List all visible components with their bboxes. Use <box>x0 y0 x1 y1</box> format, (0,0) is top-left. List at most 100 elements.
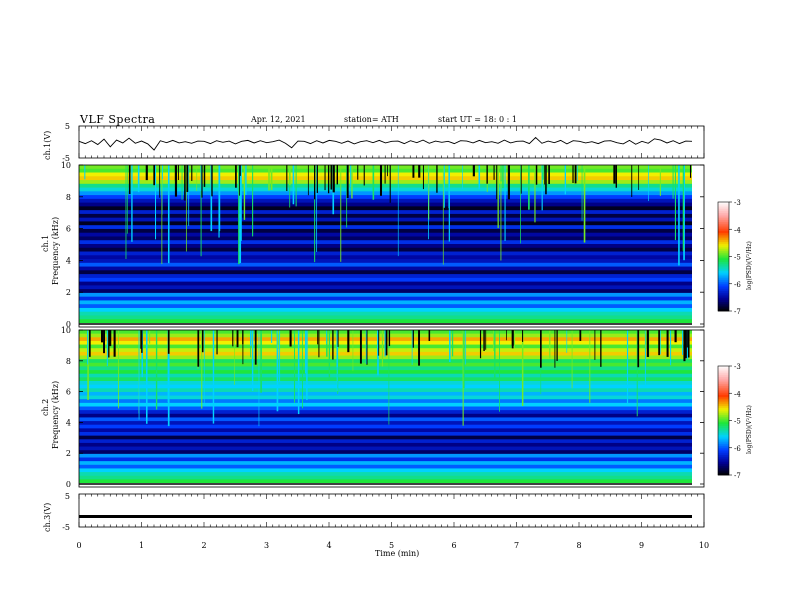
spec1-burst <box>564 165 566 195</box>
cb2-swatch <box>718 396 729 400</box>
spec2-ytick-label: 2 <box>66 449 71 458</box>
cb2-swatch <box>718 413 729 416</box>
spec2-burst <box>326 330 327 344</box>
spec1-burst <box>289 165 291 186</box>
cb1-swatch <box>718 285 729 288</box>
cb1-swatch <box>718 281 729 285</box>
spec2-burst <box>465 330 467 365</box>
spec2-dark-burst <box>579 330 582 341</box>
cb2-swatch <box>718 402 729 405</box>
spec1-dark-burst <box>613 165 616 184</box>
cb1-swatch <box>718 287 729 290</box>
spec1-dark-burst <box>327 165 330 194</box>
cb1-swatch <box>718 236 729 239</box>
spec1-dark-burst <box>316 165 318 193</box>
spec1-dark-burst <box>615 165 618 188</box>
cb2-swatch <box>718 405 729 409</box>
cb1-swatch <box>718 289 729 292</box>
spec1-dark-burst <box>174 165 178 197</box>
cb2-swatch <box>718 425 729 429</box>
cb1-swatch <box>718 298 729 301</box>
spec1-burst <box>292 165 295 205</box>
spec2-band <box>79 402 692 407</box>
cb1-swatch <box>718 216 729 219</box>
spec1-band <box>79 244 692 249</box>
spec1-dark-burst <box>324 165 326 191</box>
spec1-burst <box>238 165 240 265</box>
cb2-swatch <box>718 458 729 461</box>
cb1-swatch <box>718 274 729 277</box>
spec1-band <box>79 198 692 204</box>
spec1-burst <box>500 165 502 182</box>
spec2-band <box>79 417 692 422</box>
spec2-dark-burst <box>646 330 649 357</box>
spec2-band <box>79 413 692 418</box>
spec1-burst <box>188 165 190 227</box>
spec1-dark-burst <box>389 165 391 203</box>
spec1-ytick-label: 6 <box>66 225 71 234</box>
spec1-dark-burst <box>186 165 189 193</box>
cb2-swatch <box>718 473 729 476</box>
spec1-burst <box>448 165 450 242</box>
spec2-dark-burst <box>108 330 110 358</box>
spec1-burst <box>125 165 127 259</box>
spec1-burst <box>270 165 273 190</box>
cb1-tick-label: -7 <box>734 308 741 316</box>
station-label: station= ATH <box>344 115 399 124</box>
spec1-ytick-label: 8 <box>66 193 71 202</box>
spec2-band <box>79 373 692 378</box>
spec2-band <box>79 406 692 411</box>
spec2-burst <box>250 330 252 346</box>
cb2-swatch <box>718 376 729 380</box>
spec1-dark-burst <box>211 165 213 197</box>
cb1-swatch <box>718 211 729 214</box>
cb2-swatch <box>718 460 729 463</box>
spec2-burst <box>336 330 338 392</box>
spec2-burst <box>411 330 413 365</box>
spec1-band <box>79 228 692 234</box>
spec1-dark-burst <box>346 165 349 198</box>
spec2-band <box>79 428 692 433</box>
spec1-burst <box>219 165 221 232</box>
spec2-dark-burst <box>428 330 431 341</box>
cb1-swatch <box>718 307 729 310</box>
cb2-tick-label: -6 <box>734 445 741 453</box>
cb1-swatch <box>718 241 729 245</box>
cb1-swatch <box>718 251 729 254</box>
spec2-burst <box>328 330 331 378</box>
spec1-burst <box>295 165 297 207</box>
spec2-burst <box>155 330 158 410</box>
spec2-burst <box>271 330 273 343</box>
ch1-trace <box>78 136 693 151</box>
spec2-dark-burst <box>385 330 388 356</box>
spec2-burst <box>521 330 524 406</box>
spec2-band <box>79 362 692 367</box>
ch2-spectrogram-panel: 0 2 4 6 8 10 <box>61 326 705 489</box>
spec1-band <box>79 217 692 222</box>
spec2-band <box>79 453 692 458</box>
spec2-band <box>79 395 692 400</box>
spec2-burst <box>203 330 205 406</box>
spec1-burst <box>340 165 342 262</box>
cb2-swatch <box>718 465 729 469</box>
spec1-burst <box>84 165 86 180</box>
spec2-burst <box>377 330 379 376</box>
ch3-ytick: 5 <box>65 492 70 501</box>
spec2-dark-burst <box>666 330 669 357</box>
spec2-ytick-label: 10 <box>61 326 71 335</box>
spec1-band <box>79 232 692 237</box>
spec1-band <box>79 183 692 188</box>
spec1-dark-burst <box>486 165 488 184</box>
spec2-band <box>79 439 692 444</box>
spec2-dark-burst <box>506 330 507 341</box>
cb2-swatch <box>718 418 729 421</box>
spec1-band <box>79 296 692 301</box>
time-axis: 0 1 2 3 4 5 6 7 8 9 10 <box>76 126 709 550</box>
spec2-dark-burst <box>658 330 660 356</box>
cb2-swatch <box>718 385 729 389</box>
spec2-dark-burst <box>103 330 105 354</box>
spec2-burst <box>494 330 496 379</box>
cb2-swatch <box>718 429 729 432</box>
spec2-band <box>79 435 692 440</box>
spec1-burst <box>346 165 348 228</box>
